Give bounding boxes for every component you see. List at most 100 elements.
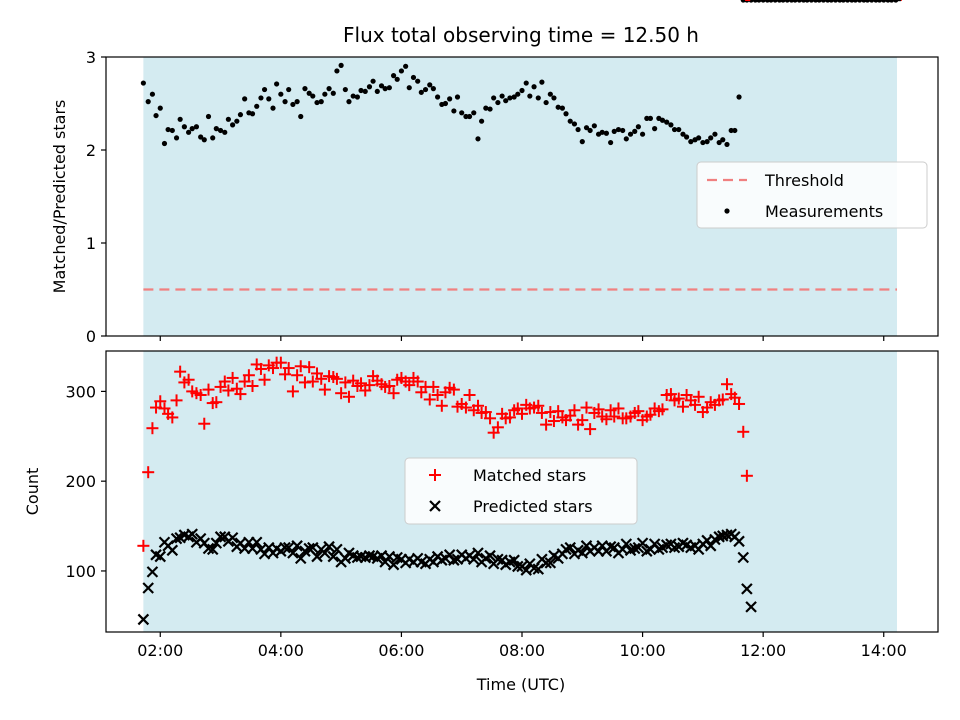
measurement-point [422, 86, 429, 93]
measurement-point [161, 140, 168, 147]
predicted-star-point [387, 558, 400, 571]
matched-star-point [656, 403, 669, 416]
measurement-point [193, 124, 200, 130]
measurement-point [535, 95, 541, 101]
measurement-point [334, 68, 340, 74]
measurement-point [676, 126, 682, 133]
measurement-point [149, 91, 156, 97]
ratio-y-axis: 0 1 2 3 [86, 48, 106, 346]
count-y-axis: 100 200 300 [65, 382, 106, 581]
measurement-point [539, 79, 545, 85]
matched-star-point [503, 411, 516, 424]
measurement-point [378, 83, 385, 89]
matched-star-point [330, 372, 343, 385]
predicted-star-point [472, 547, 484, 559]
predicted-star-point [363, 549, 376, 562]
y-tick-label: 300 [65, 382, 96, 401]
measurement-point [575, 126, 581, 133]
measurement-point [398, 68, 405, 74]
measurement-point [418, 89, 424, 95]
measurement-point [342, 86, 348, 93]
matched-star-point [608, 410, 621, 423]
measurement-point [430, 86, 436, 92]
measurement-point [639, 131, 646, 137]
predicted-star-point [323, 540, 335, 553]
measurement-point [732, 127, 738, 134]
measurement-point [591, 123, 597, 129]
matched-star-point [238, 375, 251, 388]
matched-star-point [716, 393, 729, 406]
measurement-point [326, 86, 332, 92]
measurement-point [720, 137, 726, 143]
x-tick-label: 12:00 [740, 641, 786, 660]
matched-star-point [431, 388, 444, 401]
measurement-point [700, 139, 706, 146]
matched-star-point [644, 408, 657, 421]
measurement-point [415, 78, 421, 84]
x-axis-label: Time (UTC) [476, 675, 565, 694]
measurement-point [442, 100, 449, 107]
matched-star-point [137, 539, 150, 552]
predicted-star-point [544, 557, 557, 569]
measurement-point [266, 96, 272, 102]
predicted-star-point [226, 531, 239, 544]
measurement-point [503, 98, 509, 104]
measurement-point [728, 127, 734, 134]
measurement-point [623, 136, 629, 142]
matched-star-point [584, 423, 597, 436]
measurement-point [153, 112, 159, 119]
measurement-point [603, 130, 610, 136]
matched-star-point [676, 400, 689, 413]
matched-star-point [516, 407, 528, 420]
predicted-star-point [137, 613, 150, 626]
ratio-legend-box [696, 161, 928, 229]
ratio-x-ticks [159, 336, 885, 341]
legend-measurements-label: Measurements [765, 202, 883, 221]
matched-star-point [182, 373, 195, 386]
matched-star-point [254, 362, 267, 375]
measurement-point [680, 131, 686, 137]
measurement-point [290, 101, 296, 108]
measurement-point [652, 126, 658, 132]
count-panel: 100 200 300 02:00 04:00 06:00 08:00 10:00 12:00… [23, 0, 939, 694]
measurement-point [249, 111, 256, 117]
predicted-star-point [745, 601, 757, 613]
measurement-point [286, 86, 292, 93]
measurement-point [394, 76, 400, 82]
legend-matched-swatch [429, 469, 441, 481]
matched-star-point [600, 413, 613, 426]
measurement-point [483, 105, 489, 111]
legend-measurements-swatch [724, 208, 730, 214]
predicted-star-point [737, 551, 750, 564]
measurement-point [463, 113, 469, 120]
measurement-point [511, 94, 517, 100]
measurement-point [242, 96, 248, 102]
ratio-panel: 0 1 2 3 Matched/Predicted stars Threshold M… [50, 0, 939, 346]
measurement-point [205, 113, 212, 120]
matched-star-point [592, 403, 605, 416]
matched-star-point [612, 402, 625, 415]
matched-star-point [170, 394, 183, 407]
measurement-point [547, 91, 553, 97]
measurement-point [294, 99, 300, 105]
measurement-point [611, 128, 617, 134]
measurement-point [466, 113, 473, 120]
measurement-point [559, 105, 565, 111]
matched-star-point [210, 396, 223, 409]
measurement-point [724, 141, 730, 148]
matched-star-point [286, 385, 299, 398]
matched-star-point [435, 399, 448, 412]
matched-star-point [246, 380, 259, 393]
legend-predicted-swatch [429, 500, 441, 512]
measurement-point [350, 93, 356, 99]
matched-star-point [580, 401, 593, 414]
measurement-point [258, 95, 264, 101]
measurement-point [177, 116, 183, 122]
measurement-point [475, 136, 481, 142]
measurement-point [318, 99, 324, 105]
ratio-legend: Threshold Measurements [696, 161, 928, 229]
matched-star-point [540, 418, 553, 431]
predicted-star-point [564, 541, 577, 554]
matched-star-point [411, 375, 424, 388]
